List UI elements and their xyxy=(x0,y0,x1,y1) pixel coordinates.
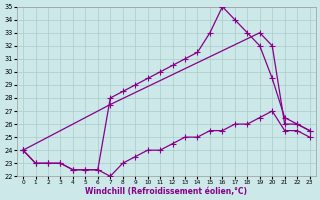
X-axis label: Windchill (Refroidissement éolien,°C): Windchill (Refroidissement éolien,°C) xyxy=(85,187,247,196)
